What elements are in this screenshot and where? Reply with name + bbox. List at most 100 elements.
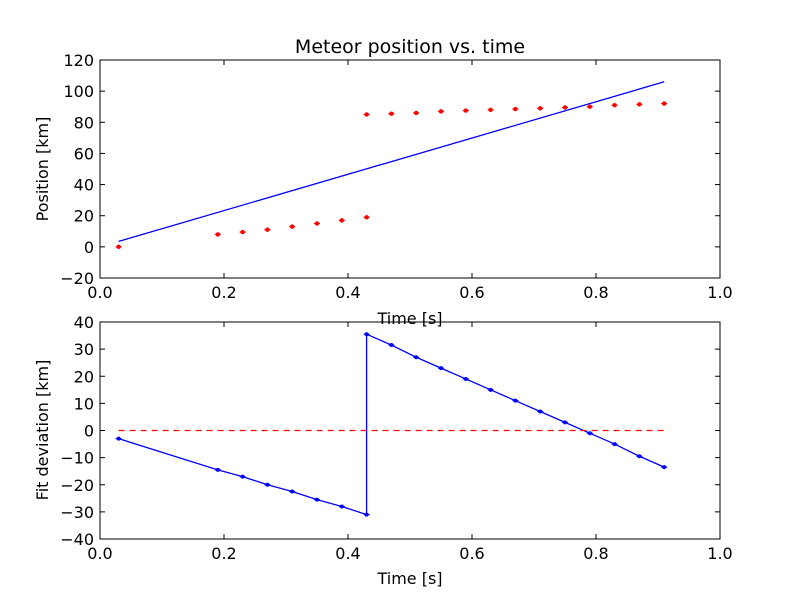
data-point-marker: [116, 244, 121, 250]
deviation-point-marker: [488, 387, 493, 392]
deviation-point: [462, 376, 469, 381]
deviation-point-marker: [563, 420, 567, 425]
data-point: [636, 102, 643, 107]
y-tick-label: 120: [63, 51, 94, 70]
deviation-point-marker: [315, 497, 319, 502]
data-point-marker: [314, 221, 320, 226]
deviation-point-marker: [265, 482, 270, 487]
y-tick-label: −40: [60, 530, 94, 549]
deviation-point: [289, 489, 296, 494]
x-tick-label: 0.6: [459, 283, 484, 302]
x-tick-label: 0.0: [87, 544, 112, 563]
data-point: [363, 215, 370, 220]
x-tick-label: 0.4: [335, 283, 360, 302]
y-tick-label: 20: [74, 367, 94, 386]
deviation-y-axis-label: Fit deviation [km]: [33, 360, 52, 501]
data-point-marker: [513, 106, 518, 112]
deviation-point: [537, 409, 544, 414]
data-point-marker: [587, 104, 592, 109]
data-point-marker: [463, 108, 468, 113]
y-tick-label: 30: [74, 340, 94, 359]
x-tick-label: 0.4: [335, 544, 360, 563]
data-point-marker: [612, 102, 617, 108]
data-point: [586, 104, 593, 109]
deviation-point-marker: [389, 343, 394, 348]
data-point: [438, 109, 444, 114]
deviation-plot: 0.0 0.2 0.4 0.6 0.8 1.0−40−30−20−10010203040 …: [33, 313, 733, 588]
deviation-point-marker: [290, 489, 295, 494]
deviation-point-marker: [414, 355, 419, 360]
y-tick-label: 0: [84, 238, 94, 257]
deviation-point: [562, 420, 568, 425]
position-plot-frame: [99, 59, 721, 279]
x-tick-label: 1.0: [707, 544, 732, 563]
y-tick-label: −20: [60, 476, 94, 495]
data-point-marker: [364, 112, 369, 117]
data-point: [239, 229, 246, 235]
x-tick-label: 0.0: [87, 283, 112, 302]
x-tick-label: 0.8: [583, 283, 608, 302]
deviation-point-marker: [339, 504, 344, 509]
deviation-point: [338, 504, 345, 509]
data-point: [363, 112, 370, 117]
data-point: [338, 218, 345, 223]
deviation-point-marker: [215, 467, 220, 472]
deviation-point: [487, 387, 494, 392]
data-point: [562, 105, 568, 110]
y-tick-label: 0: [84, 422, 94, 441]
data-point-marker: [438, 109, 444, 114]
deviation-point: [388, 343, 395, 348]
data-point-marker: [265, 227, 270, 232]
data-point: [512, 106, 519, 112]
x-tick-label: 0.2: [211, 283, 236, 302]
data-point: [388, 111, 395, 116]
data-point: [413, 110, 420, 116]
y-tick-label: −30: [60, 503, 94, 522]
x-tick-label: 0.8: [583, 544, 608, 563]
position-y-axis-label: Position [km]: [33, 117, 52, 222]
x-tick-label: 1.0: [707, 283, 732, 302]
x-tick-label: 0.2: [211, 544, 236, 563]
data-point-marker: [538, 106, 543, 111]
deviation-point: [363, 332, 370, 337]
data-point-marker: [414, 110, 419, 116]
position-plot: Meteor position vs. time 0.0 0.2 0.4 0.6 0.8…: [33, 36, 733, 328]
deviation-point-marker: [538, 409, 543, 414]
deviation-point-marker: [364, 512, 369, 517]
deviation-point-marker: [637, 454, 642, 459]
deviation-point: [611, 442, 618, 447]
y-tick-label: −10: [60, 449, 94, 468]
deviation-point: [363, 512, 370, 517]
deviation-point-marker: [364, 332, 369, 337]
data-point-marker: [290, 224, 295, 229]
data-point: [264, 227, 271, 232]
deviation-point-marker: [463, 376, 468, 381]
data-point: [487, 107, 494, 113]
y-tick-label: 60: [74, 144, 94, 163]
deviation-point-marker: [662, 465, 667, 470]
deviation-x-axis-label: Time [s]: [376, 569, 442, 588]
deviation-point: [512, 398, 519, 403]
data-point: [314, 221, 320, 226]
y-tick-label: 20: [74, 207, 94, 226]
deviation-point: [636, 454, 643, 459]
y-tick-label: 80: [74, 113, 94, 132]
deviation-point-marker: [240, 474, 245, 479]
deviation-point: [438, 366, 444, 371]
y-tick-label: 100: [63, 82, 94, 101]
deviation-point: [586, 431, 593, 436]
y-tick-label: −20: [60, 269, 94, 288]
deviation-point: [239, 474, 246, 479]
data-point-marker: [488, 107, 493, 113]
deviation-point: [314, 497, 320, 502]
data-point-marker: [637, 102, 642, 107]
data-point-marker: [215, 232, 220, 237]
data-point: [115, 244, 122, 250]
data-point: [289, 224, 296, 229]
y-tick-label: 40: [74, 176, 94, 195]
y-tick-label: 40: [74, 313, 94, 332]
data-point: [611, 102, 618, 108]
deviation-point-marker: [612, 442, 617, 447]
